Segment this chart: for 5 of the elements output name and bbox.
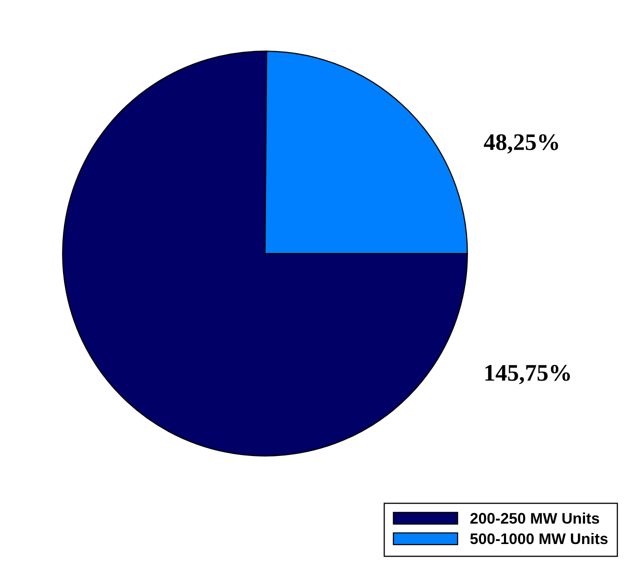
legend-label: 500-1000 MW Units (470, 532, 608, 544)
data-label: 48,25% (484, 134, 558, 154)
data-label: 145,75% (485, 364, 570, 384)
pie-slice (62, 50, 468, 456)
legend-label: 200-250 MW Units (470, 512, 600, 524)
